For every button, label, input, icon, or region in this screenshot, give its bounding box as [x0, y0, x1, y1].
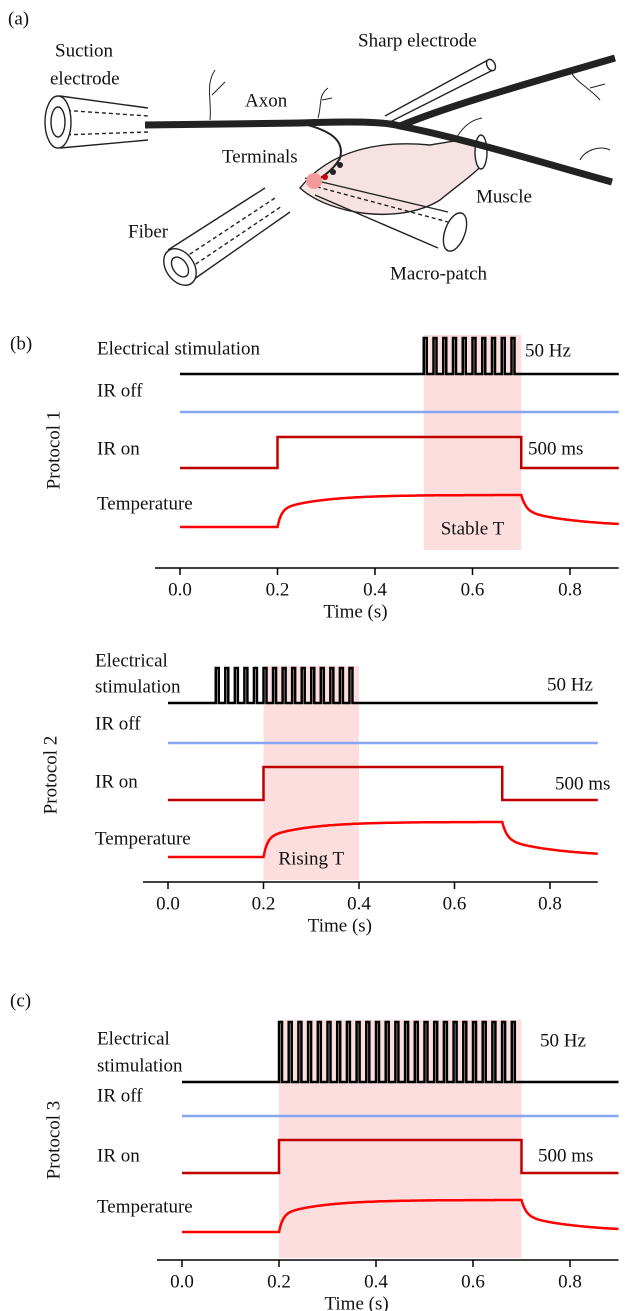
trace-label: Temperature	[97, 493, 193, 514]
x-tick-label: 0.0	[168, 579, 192, 600]
trace-label: Temperature	[95, 828, 191, 849]
x-tick-label: 0.0	[170, 1271, 194, 1292]
label: Muscle	[476, 186, 532, 207]
duration-label: 500 ms	[528, 438, 583, 459]
rate-label: 50 Hz	[525, 340, 571, 361]
panel-label: (c)	[10, 990, 31, 1011]
x-tick-label: 0.4	[364, 1271, 388, 1292]
ir-on-trace	[180, 435, 619, 470]
trace-label: IR off	[97, 1085, 143, 1106]
schematic	[44, 54, 616, 286]
x-tick-label: 0.6	[461, 579, 485, 600]
protocol-name: Protocol 3	[43, 1101, 64, 1180]
temperature-trace	[182, 1198, 619, 1234]
protocol-panel: Electrical stimulation IR off IR on Tempera…	[10, 333, 619, 622]
trace-label: stimulation	[95, 676, 181, 697]
trace-label: IR off	[97, 380, 143, 401]
duration-label: 500 ms	[538, 1145, 593, 1166]
ir-on-trace	[168, 765, 598, 802]
window-label: Stable T	[441, 518, 505, 539]
label: Terminals	[222, 146, 298, 167]
trace-label: Electrical	[97, 1028, 170, 1049]
x-tick-label: 0.0	[156, 893, 180, 914]
protocol-name: Protocol 1	[43, 411, 64, 490]
protocol-name: Protocol 2	[40, 736, 61, 815]
x-tick-label: 0.2	[252, 893, 276, 914]
schematic-labels: (a) Suction electrode Axon Sharp electro…	[8, 8, 532, 284]
x-axis-label: Time (s)	[323, 601, 387, 622]
duration-label: 500 ms	[555, 773, 610, 794]
rate-label: 50 Hz	[547, 674, 593, 695]
protocol-panel: Electrical stimulation IR off IR on Temperat…	[10, 990, 619, 1311]
x-tick-label: 0.8	[558, 1271, 582, 1292]
x-tick-label: 0.8	[538, 893, 562, 914]
trace-label: IR off	[95, 713, 141, 734]
x-tick-label: 0.8	[558, 579, 582, 600]
label: Suction	[55, 40, 114, 61]
stimulation-trace	[182, 1020, 619, 1084]
temperature-trace	[168, 820, 598, 859]
protocol-panel: Electrical stimulation IR off IR on Temperat…	[40, 650, 610, 936]
trace-label: Temperature	[97, 1196, 193, 1217]
trace-label: stimulation	[97, 1055, 183, 1076]
temperature-trace	[180, 493, 619, 529]
label: Axon	[245, 90, 288, 111]
panel-label: (b)	[10, 333, 32, 354]
trace-label: Electrical	[95, 650, 168, 671]
x-tick-label: 0.2	[266, 579, 290, 600]
trace-label: Electrical stimulation	[97, 338, 261, 359]
x-tick-label: 0.4	[363, 579, 387, 600]
x-tick-label: 0.2	[267, 1271, 291, 1292]
panel-label: (a)	[8, 8, 29, 29]
trace-label: IR on	[97, 438, 140, 459]
ir-on-trace	[182, 1138, 619, 1175]
trace-label: IR on	[97, 1145, 140, 1166]
x-axis-label: Time (s)	[308, 915, 372, 936]
stimulation-trace	[168, 666, 598, 705]
label: Fiber	[128, 221, 169, 242]
label: electrode	[50, 68, 120, 89]
label: Macro-patch	[390, 263, 488, 284]
x-tick-label: 0.6	[461, 1271, 485, 1292]
window-label: Rising T	[278, 848, 344, 869]
x-tick-label: 0.6	[443, 893, 467, 914]
x-tick-label: 0.4	[347, 893, 371, 914]
rate-label: 50 Hz	[540, 1030, 586, 1051]
trace-label: IR on	[95, 771, 138, 792]
label: Sharp electrode	[358, 30, 477, 51]
stimulation-trace	[180, 336, 619, 376]
x-axis-label: Time (s)	[324, 1293, 388, 1311]
